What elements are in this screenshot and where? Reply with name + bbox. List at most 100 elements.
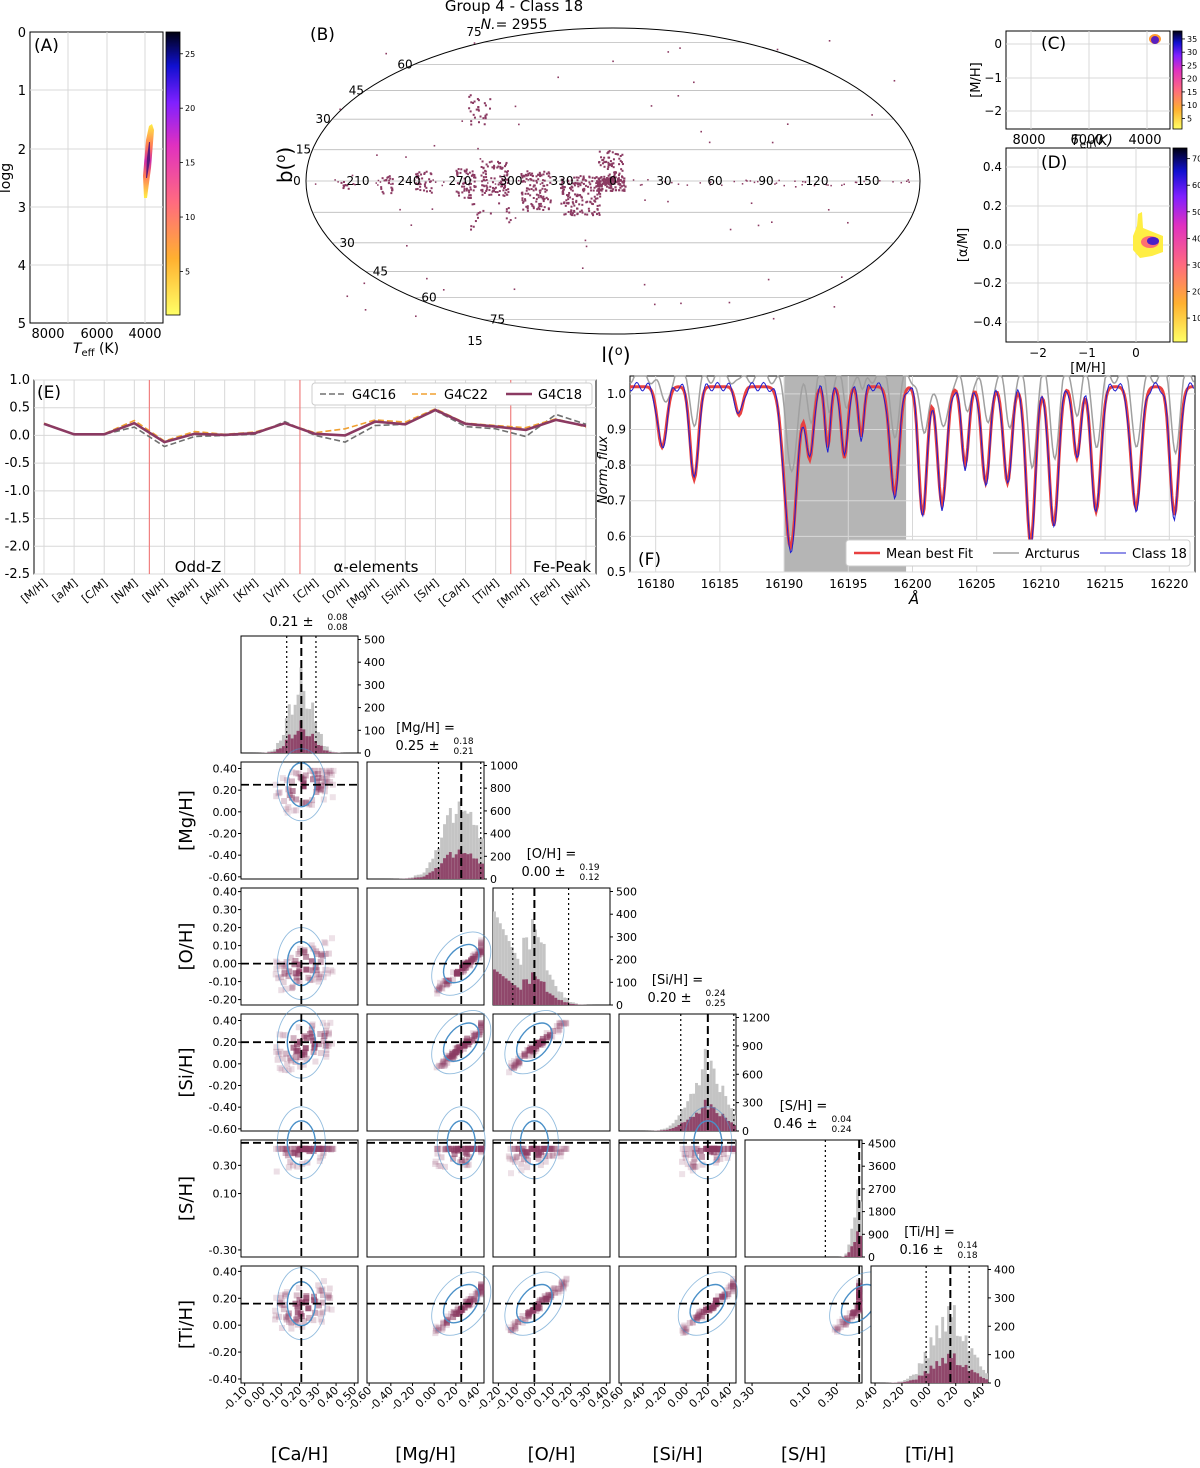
- star-point: [612, 158, 615, 161]
- star-point: [465, 168, 468, 171]
- y-tick-label: 0.0: [9, 428, 30, 443]
- density-cell: [279, 775, 286, 782]
- density-cell: [454, 1306, 461, 1313]
- count-tick-label: 500: [616, 886, 637, 899]
- hist-bar-class: [472, 858, 476, 879]
- density-cell: [729, 1288, 736, 1295]
- star-point: [557, 76, 559, 79]
- star-point: [521, 176, 524, 179]
- star-point: [699, 182, 702, 184]
- density-cell: [293, 974, 300, 981]
- star-point: [385, 52, 388, 55]
- panel-f-xticks: 16180 16185 16190 16195 16200 16205 16210 16215…: [637, 577, 1189, 591]
- star-point: [745, 179, 747, 182]
- star-point: [540, 196, 543, 199]
- star-point: [570, 188, 573, 191]
- density-cell: [510, 1145, 517, 1152]
- density-cell: [290, 807, 297, 814]
- density-cell: [713, 1154, 720, 1161]
- star-point: [545, 172, 548, 175]
- star-point: [491, 166, 494, 169]
- hist-bar-class: [551, 995, 555, 1005]
- density-cell: [562, 1280, 569, 1287]
- star-point: [601, 187, 604, 191]
- x-tick-label: 16220: [1150, 577, 1188, 591]
- density-cell: [318, 782, 325, 789]
- hist-bar-class: [434, 868, 438, 879]
- star-point: [538, 189, 541, 192]
- hist-bar-all: [727, 1104, 731, 1131]
- density-cell: [282, 1291, 289, 1298]
- star-point: [605, 189, 608, 192]
- colorbar-tick-label: 10: [1187, 101, 1197, 110]
- density-cell: [290, 1044, 297, 1051]
- density-cell: [478, 943, 485, 950]
- star-point: [419, 189, 422, 192]
- density-cell: [474, 1290, 481, 1297]
- density-cell: [293, 807, 300, 814]
- star-point: [587, 207, 590, 210]
- density-cell: [432, 1330, 439, 1337]
- star-point: [565, 199, 568, 202]
- density-cell: [317, 1050, 324, 1057]
- density-cell: [463, 1035, 470, 1042]
- star-point: [532, 189, 535, 192]
- density-cell: [478, 1145, 485, 1152]
- density-cell: [442, 977, 449, 984]
- density-cell: [462, 1299, 469, 1306]
- density-cell: [278, 1066, 285, 1073]
- density-cell: [289, 983, 296, 990]
- y-tick-label: 0.8: [607, 458, 626, 472]
- svg-text:2: 2: [18, 143, 26, 158]
- density-cell: [681, 1322, 688, 1329]
- star-point: [567, 193, 570, 196]
- star-point: [569, 210, 572, 213]
- density-cell: [547, 1294, 554, 1301]
- density-cell: [317, 787, 324, 794]
- star-point: [476, 213, 479, 216]
- hist-bar-class: [440, 863, 444, 879]
- hist-bar-class: [985, 1379, 988, 1383]
- hist-bar-all: [513, 952, 517, 1005]
- density-cell: [730, 1283, 737, 1290]
- density-cell: [511, 1064, 518, 1071]
- star-point: [610, 165, 613, 168]
- star-point: [541, 187, 544, 190]
- y-tick-label: -1.0: [5, 484, 30, 499]
- density-cell: [525, 1310, 532, 1317]
- x-tick-label: [Al/H]: [198, 576, 230, 606]
- density-cell: [525, 1047, 532, 1054]
- density-cell: [322, 767, 329, 774]
- star-point: [607, 180, 610, 183]
- star-point: [481, 160, 484, 163]
- colorbar-tick-label: 5: [185, 267, 190, 276]
- hist-bar-all: [416, 874, 420, 879]
- density-cell: [461, 967, 468, 974]
- x-tick-label: 16190: [765, 577, 803, 591]
- cell-frame: [492, 1139, 611, 1258]
- density-cell: [314, 1145, 321, 1152]
- hist-bar-all: [859, 1201, 862, 1257]
- star-point: [521, 180, 524, 183]
- density-cell: [328, 767, 335, 774]
- star-point: [598, 180, 601, 183]
- density-cell: [521, 1051, 528, 1058]
- y-tick-label: 0.00: [213, 806, 238, 819]
- star-point: [477, 147, 479, 150]
- contour: [689, 1283, 727, 1324]
- star-point: [465, 187, 468, 190]
- star-point: [429, 172, 432, 175]
- star-point: [382, 192, 385, 195]
- star-point: [463, 181, 466, 184]
- colorbar-tick-label: 10: [1192, 314, 1200, 323]
- star-point: [623, 182, 625, 184]
- star-point: [537, 173, 540, 176]
- star-point: [594, 197, 597, 200]
- hist-title-plus: 0.18: [454, 737, 474, 747]
- density-cell: [679, 1158, 686, 1165]
- density-cell: [321, 779, 328, 786]
- density-cell: [856, 1297, 863, 1304]
- panel-a-axes: [29, 31, 164, 324]
- star-point: [907, 179, 910, 181]
